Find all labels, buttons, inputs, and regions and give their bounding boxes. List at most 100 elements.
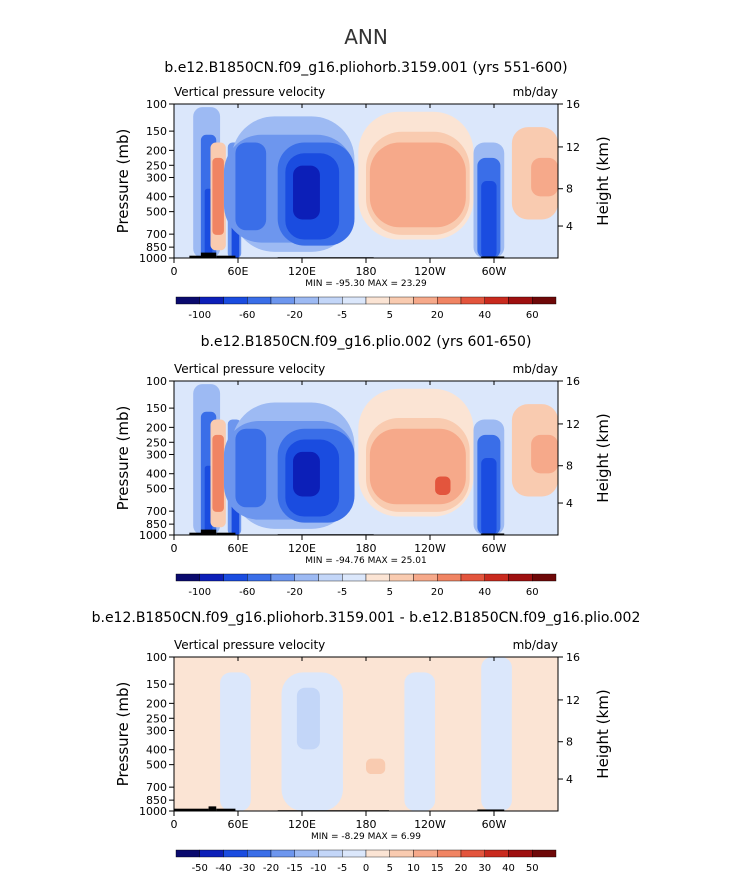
colorbar-swatch — [437, 573, 462, 582]
x-tick-label: 0 — [171, 265, 178, 278]
y-tick-label: 150 — [146, 402, 167, 415]
y-axis-title: Pressure (mb) — [114, 129, 132, 234]
y-tick-label: 400 — [146, 191, 167, 204]
colorbar-label: 30 — [478, 863, 491, 874]
y-tick-label: 700 — [146, 228, 167, 241]
colorbar-swatch — [294, 296, 319, 305]
topography — [174, 808, 209, 811]
y-right-tick-label: 16 — [566, 98, 580, 111]
colorbar-label: -5 — [337, 587, 347, 598]
contour-region — [369, 142, 466, 228]
colorbar-swatch — [247, 573, 272, 582]
colorbar-swatch — [318, 573, 343, 582]
colorbar-swatch — [199, 849, 224, 858]
colorbar-swatch — [460, 573, 485, 582]
y-tick-label: 300 — [146, 724, 167, 737]
contour-region — [531, 157, 558, 197]
y-right-tick-label: 12 — [566, 418, 580, 431]
x-tick-label: 60W — [482, 265, 507, 278]
topography — [481, 256, 505, 258]
y-tick-label: 1000 — [139, 805, 167, 818]
colorbar-label: -100 — [188, 587, 211, 598]
colorbar-swatch — [199, 573, 224, 582]
x-tick-label: 120E — [288, 265, 316, 278]
x-tick-label: 120E — [288, 542, 316, 555]
y-tick-label: 1000 — [139, 529, 167, 542]
contour-region — [250, 687, 282, 765]
y-right-tick-label: 4 — [566, 773, 573, 786]
contour-region — [235, 428, 267, 508]
colorbar-label: 40 — [478, 310, 491, 321]
colorbar-swatch — [484, 849, 509, 858]
colorbar-swatch — [508, 573, 533, 582]
y-axis-title: Pressure (mb) — [114, 406, 132, 511]
contour-region — [481, 657, 512, 811]
units-label: mb/day — [513, 638, 558, 652]
panel-3: b.e12.B1850CN.f09_g16.pliohorb.3159.001 … — [92, 610, 641, 874]
y-tick-label: 500 — [146, 206, 167, 219]
colorbar-swatch — [294, 573, 319, 582]
colorbar-swatch — [342, 296, 367, 305]
y-right-tick-label: 12 — [566, 141, 580, 154]
y-tick-label: 150 — [146, 678, 167, 691]
colorbar-swatch — [413, 296, 438, 305]
colorbar-label: 5 — [387, 587, 393, 598]
colorbar-label: -15 — [287, 863, 303, 874]
y-tick-label: 250 — [146, 712, 167, 725]
contour-region — [481, 458, 497, 535]
variable-label: Vertical pressure velocity — [174, 85, 325, 99]
colorbar-swatch — [532, 849, 557, 858]
contour-region — [342, 680, 405, 804]
colorbar-swatch — [437, 849, 462, 858]
colorbar-label: 0 — [363, 863, 369, 874]
x-tick-label: 60E — [228, 265, 249, 278]
x-tick-label: 60E — [228, 542, 249, 555]
colorbar-swatch — [318, 296, 343, 305]
y-tick-label: 700 — [146, 781, 167, 794]
y-tick-label: 850 — [146, 241, 167, 254]
colorbar-label: 10 — [407, 863, 420, 874]
y-tick-label: 500 — [146, 759, 167, 772]
colorbar-swatch — [342, 849, 367, 858]
y-right-tick-label: 4 — [566, 497, 573, 510]
x-tick-label: 120W — [414, 542, 446, 555]
y-tick-label: 100 — [146, 651, 167, 664]
colorbar-swatch — [437, 296, 462, 305]
contour-region — [293, 165, 320, 220]
panel-title: b.e12.B1850CN.f09_g16.pliohorb.3159.001 … — [164, 60, 567, 76]
colorbar-label: 5 — [387, 310, 393, 321]
x-tick-label: 0 — [171, 818, 178, 831]
x-tick-label: 120E — [288, 818, 316, 831]
colorbar-swatch — [223, 849, 248, 858]
variable-label: Vertical pressure velocity — [174, 638, 325, 652]
x-tick-label: 180 — [356, 265, 377, 278]
colorbar-label: -20 — [263, 863, 279, 874]
colorbar-swatch — [247, 296, 272, 305]
colorbar-label: 20 — [455, 863, 468, 874]
contour-region — [531, 434, 558, 474]
colorbar-swatch — [532, 296, 557, 305]
y-right-axis-title: Height (km) — [594, 136, 612, 225]
x-tick-label: 0 — [171, 542, 178, 555]
y-tick-label: 700 — [146, 505, 167, 518]
colorbar-label: -20 — [287, 310, 303, 321]
colorbar-swatch — [389, 296, 414, 305]
contour-region — [366, 758, 386, 775]
x-tick-label: 60W — [482, 818, 507, 831]
y-right-axis-title: Height (km) — [594, 689, 612, 778]
contour-region — [293, 451, 320, 497]
colorbar-label: 40 — [502, 863, 515, 874]
contour-region — [404, 672, 436, 811]
panel-2: b.e12.B1850CN.f09_g16.plio.002 (yrs 601-… — [114, 334, 612, 598]
x-tick-label: 120W — [414, 818, 446, 831]
colorbar-label: 20 — [431, 587, 444, 598]
topography — [200, 529, 217, 535]
x-tick-label: 60W — [482, 542, 507, 555]
contour-region — [174, 664, 221, 811]
colorbar-swatch — [413, 573, 438, 582]
y-tick-label: 250 — [146, 436, 167, 449]
x-tick-label: 60E — [228, 818, 249, 831]
contour-region — [369, 428, 466, 505]
colorbar-label: 60 — [526, 587, 539, 598]
